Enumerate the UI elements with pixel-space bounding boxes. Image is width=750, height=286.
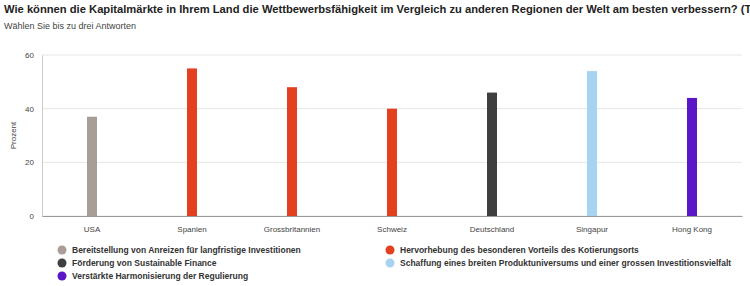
- legend-label: Hervorhebung des besonderen Vorteils des…: [400, 245, 639, 255]
- legend-label: Förderung von Sustainable Finance: [72, 258, 217, 268]
- x-axis-line: [43, 216, 743, 217]
- x-tick: Spanien: [177, 216, 206, 234]
- y-tick-label: 60: [25, 51, 34, 60]
- legend-swatch: [386, 246, 395, 255]
- y-tick: 20: [25, 158, 42, 167]
- legend-item: Verstärkte Harmonisierung der Regulierun…: [58, 271, 249, 281]
- x-tick: Hong Kong: [672, 216, 712, 234]
- x-axis: USA Spanien Grossbritannien Schweiz Deutschl…: [43, 216, 743, 234]
- legend-label: Verstärkte Harmonisierung der Regulierun…: [72, 271, 248, 281]
- legend-label: Bereitstellung von Anreizen für langfris…: [72, 245, 301, 255]
- grid: [42, 55, 742, 216]
- y-tick: 0: [30, 212, 42, 221]
- x-tick-label: Deutschland: [470, 225, 514, 234]
- x-tick-label: Singapur: [576, 225, 608, 234]
- y-axis-title: Prozent: [9, 121, 18, 149]
- legend-item: Förderung von Sustainable Finance: [58, 258, 217, 268]
- subtitle: Wählen Sie bis zu drei Antworten: [4, 21, 136, 31]
- x-tick-label: Hong Kong: [672, 225, 712, 234]
- x-tick: Singapur: [576, 216, 608, 234]
- y-tick-label: 0: [30, 212, 35, 221]
- x-tick: Deutschland: [470, 216, 514, 234]
- bar: [487, 93, 497, 216]
- bar: [87, 117, 97, 216]
- x-tick: Grossbritannien: [264, 216, 320, 234]
- title: Wie können die Kapitalmärkte in Ihrem La…: [4, 3, 750, 15]
- legend: Bereitstellung von Anreizen für langfris…: [58, 245, 732, 281]
- chart: Wie können die Kapitalmärkte in Ihrem La…: [0, 0, 750, 286]
- x-tick: Schweiz: [377, 216, 407, 234]
- legend-swatch: [386, 259, 395, 268]
- bar: [687, 98, 697, 216]
- bar: [387, 109, 397, 216]
- bar: [287, 87, 297, 216]
- legend-item: Hervorhebung des besonderen Vorteils des…: [386, 245, 640, 255]
- x-tick-label: Schweiz: [377, 225, 407, 234]
- x-tick: USA: [84, 216, 101, 234]
- bar: [187, 68, 197, 216]
- y-tick-label: 40: [25, 105, 34, 114]
- bars: [87, 68, 697, 216]
- y-tick-label: 20: [25, 158, 34, 167]
- legend-item: Bereitstellung von Anreizen für langfris…: [58, 245, 301, 255]
- x-tick-label: Grossbritannien: [264, 225, 320, 234]
- x-tick-label: Spanien: [177, 225, 206, 234]
- legend-swatch: [58, 246, 67, 255]
- legend-item: Schaffung eines breiten Produktuniversum…: [386, 258, 732, 268]
- y-axis-line: [42, 56, 43, 217]
- x-tick-label: USA: [84, 225, 101, 234]
- legend-swatch: [58, 259, 67, 268]
- legend-label: Schaffung eines breiten Produktuniversum…: [400, 258, 731, 268]
- bar: [587, 71, 597, 216]
- y-tick: 60: [25, 51, 42, 60]
- y-axis: 0 20 40 60: [25, 51, 42, 221]
- grid-line: [42, 55, 742, 56]
- y-tick: 40: [25, 105, 42, 114]
- legend-swatch: [58, 272, 67, 281]
